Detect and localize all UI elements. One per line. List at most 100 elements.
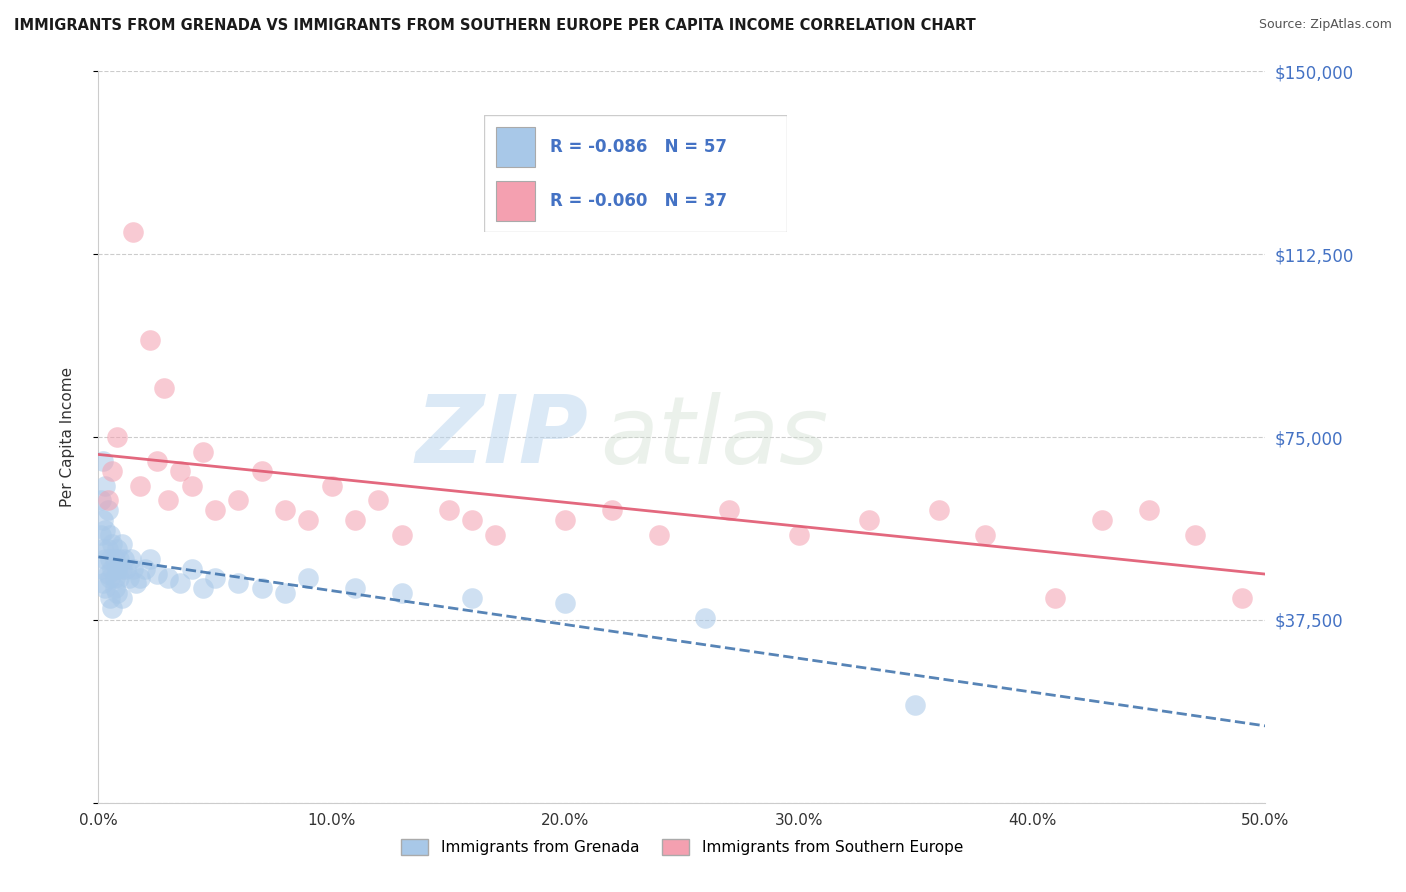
Point [112, 552, 135, 566]
Point [169, 464, 191, 478]
Point [391, 527, 413, 541]
Point [193, 581, 215, 595]
Legend: Immigrants from Grenada, Immigrants from Southern Europe: Immigrants from Grenada, Immigrants from… [395, 833, 969, 861]
Point [274, 586, 297, 600]
Point [157, 572, 180, 586]
Point [146, 454, 169, 468]
Point [180, 562, 202, 576]
Point [461, 591, 484, 605]
Point [94, 523, 117, 537]
Point [94, 581, 117, 595]
Point [98, 591, 121, 605]
Point [461, 513, 484, 527]
Point [98, 572, 121, 586]
Point [105, 430, 128, 444]
Point [97, 566, 120, 581]
Point [297, 572, 319, 586]
Point [484, 527, 506, 541]
Point [98, 552, 121, 566]
Point [1184, 527, 1206, 541]
Point [344, 581, 367, 595]
Point [204, 503, 226, 517]
Point [274, 503, 297, 517]
Point [105, 586, 128, 600]
Point [108, 572, 131, 586]
Point [101, 600, 124, 615]
Point [101, 562, 124, 576]
Point [139, 552, 162, 566]
Point [98, 527, 121, 541]
Point [91, 513, 114, 527]
Point [695, 610, 717, 624]
Y-axis label: Per Capita Income: Per Capita Income [60, 367, 75, 508]
Point [146, 566, 169, 581]
Point [157, 493, 180, 508]
Point [129, 572, 152, 586]
Point [437, 503, 460, 517]
Point [91, 454, 114, 468]
Point [367, 493, 389, 508]
Point [391, 586, 413, 600]
Text: ZIP: ZIP [416, 391, 589, 483]
Point [228, 576, 250, 591]
Point [122, 562, 145, 576]
Point [787, 527, 810, 541]
Point [91, 542, 114, 557]
Point [152, 381, 174, 395]
Point [111, 562, 134, 576]
Point [169, 576, 191, 591]
Point [204, 572, 226, 586]
Point [193, 444, 215, 458]
Point [297, 513, 319, 527]
Point [554, 596, 576, 610]
Point [118, 572, 141, 586]
Point [90, 493, 112, 508]
Point [104, 552, 127, 566]
Point [97, 503, 120, 517]
Point [974, 527, 997, 541]
Point [344, 513, 367, 527]
Point [228, 493, 250, 508]
Point [97, 542, 120, 557]
Point [904, 698, 927, 713]
Point [600, 503, 623, 517]
Point [90, 527, 112, 541]
Text: atlas: atlas [600, 392, 828, 483]
Point [134, 562, 156, 576]
Point [94, 552, 117, 566]
Point [108, 552, 131, 566]
Point [858, 513, 880, 527]
Point [1091, 513, 1114, 527]
Point [1045, 591, 1067, 605]
Point [101, 464, 124, 478]
Point [928, 503, 950, 517]
Point [105, 562, 128, 576]
Point [321, 479, 343, 493]
Point [554, 513, 576, 527]
Text: Source: ZipAtlas.com: Source: ZipAtlas.com [1258, 18, 1392, 31]
Point [125, 576, 148, 591]
Point [94, 479, 117, 493]
Point [91, 576, 114, 591]
Point [104, 572, 127, 586]
Point [1137, 503, 1160, 517]
Point [250, 464, 273, 478]
Point [111, 591, 134, 605]
Point [129, 479, 152, 493]
Point [717, 503, 740, 517]
Point [105, 542, 128, 557]
Point [97, 493, 120, 508]
Point [122, 225, 145, 239]
Point [1230, 591, 1253, 605]
Text: IMMIGRANTS FROM GRENADA VS IMMIGRANTS FROM SOUTHERN EUROPE PER CAPITA INCOME COR: IMMIGRANTS FROM GRENADA VS IMMIGRANTS FR… [14, 18, 976, 33]
Point [139, 333, 162, 347]
Point [104, 581, 127, 595]
Point [115, 562, 138, 576]
Point [90, 562, 112, 576]
Point [250, 581, 273, 595]
Point [101, 537, 124, 551]
Point [180, 479, 202, 493]
Point [647, 527, 669, 541]
Point [111, 537, 134, 551]
Point [120, 552, 142, 566]
